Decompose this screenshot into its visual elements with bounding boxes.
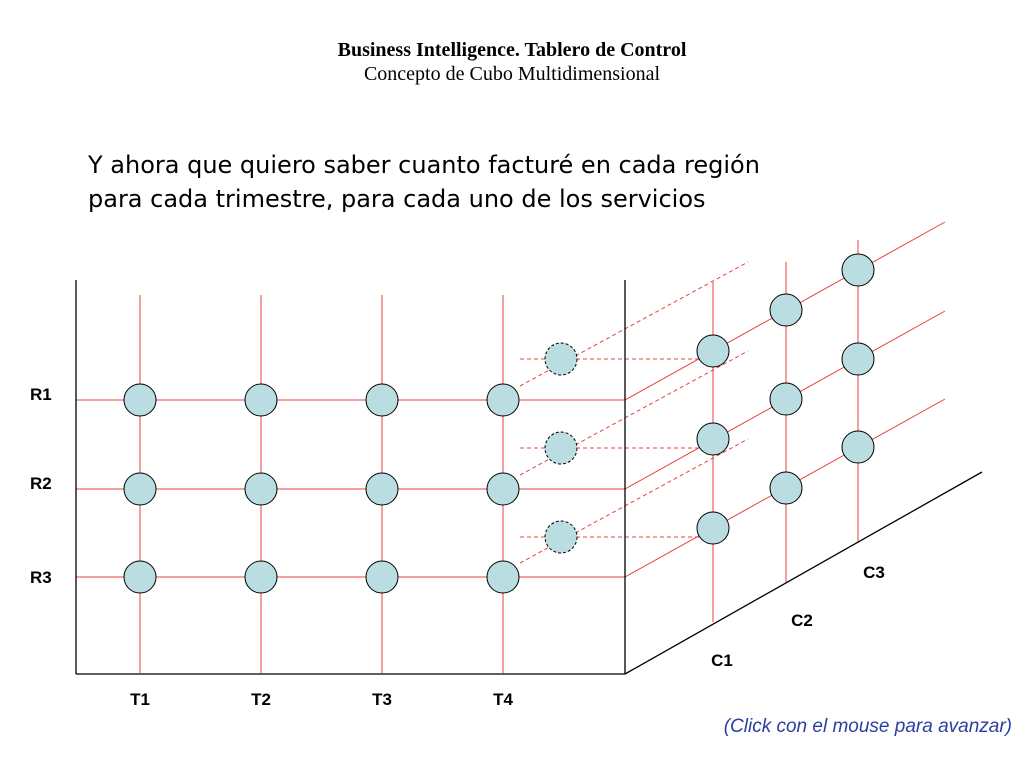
- quarter-label-T4: T4: [493, 690, 513, 709]
- ghost-node-R3: [544, 520, 578, 554]
- depth-node-R2-C1: [696, 422, 730, 456]
- service-label-C1: C1: [711, 651, 733, 670]
- node-R2-T3: [365, 472, 399, 506]
- depth-node-R3-C1: [696, 511, 730, 545]
- depth-node-R1-C1: [696, 334, 730, 368]
- region-label-R3: R3: [30, 568, 52, 587]
- node-R1-T4: [486, 383, 520, 417]
- question-line-1: Y ahora que quiero saber cuanto facturé …: [88, 151, 760, 179]
- node-R3-T3: [365, 560, 399, 594]
- cube-axes: [75, 280, 983, 675]
- depth-node-R1-C2: [769, 293, 803, 327]
- node-R3-T1: [123, 560, 157, 594]
- node-R2-T2: [244, 472, 278, 506]
- axis-labels: R1 R2 R3 T1 T2 T3 T4 C1 C2 C3: [30, 385, 885, 709]
- depth-node-R2-C3: [841, 342, 875, 376]
- depth-node-R3-C2: [769, 471, 803, 505]
- node-R1-T3: [365, 383, 399, 417]
- ghost-node-R2: [544, 431, 578, 465]
- quarter-label-T2: T2: [251, 690, 271, 709]
- question-line-2: para cada trimestre, para cada uno de lo…: [88, 185, 706, 213]
- depth-node-R2-C2: [769, 382, 803, 416]
- depth-axis: [624, 471, 983, 675]
- service-label-C2: C2: [791, 611, 813, 630]
- depth-node-R3-C3: [841, 430, 875, 464]
- slide-subtitle: Concepto de Cubo Multidimensional: [363, 63, 661, 85]
- quarter-label-T1: T1: [130, 690, 150, 709]
- service-label-C3: C3: [863, 563, 885, 582]
- question-text: Y ahora que quiero saber cuanto facturé …: [88, 148, 928, 216]
- advance-hint[interactable]: (Click con el mouse para avanzar): [723, 716, 1012, 737]
- region-label-R2: R2: [30, 474, 52, 493]
- red-grid-lines: [76, 221, 946, 673]
- node-R3-T2: [244, 560, 278, 594]
- data-nodes: [123, 253, 875, 594]
- region-label-R1: R1: [30, 385, 52, 404]
- slide-header: Business Intelligence. Tablero de Contro…: [0, 38, 1024, 86]
- slide-title: Business Intelligence. Tablero de Contro…: [337, 39, 687, 61]
- node-R1-T2: [244, 383, 278, 417]
- node-R3-T4: [486, 560, 520, 594]
- node-R2-T4: [486, 472, 520, 506]
- ghost-node-R1: [544, 342, 578, 376]
- quarter-label-T3: T3: [372, 690, 392, 709]
- node-R1-T1: [123, 383, 157, 417]
- depth-node-R1-C3: [841, 253, 875, 287]
- node-R2-T1: [123, 472, 157, 506]
